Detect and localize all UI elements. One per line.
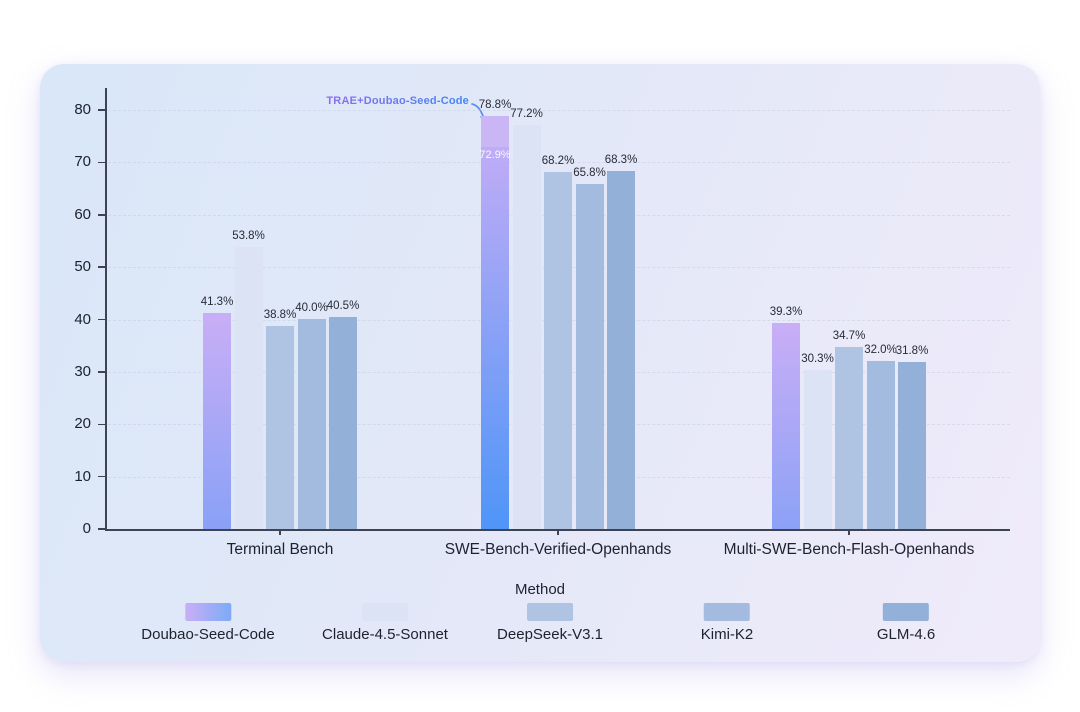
bar-GLM-4.6-SWE-Bench-Verified-Openhands bbox=[607, 171, 635, 529]
bar-Kimi-K2-SWE-Bench-Verified-Openhands bbox=[575, 184, 604, 529]
bar-value-label: 40.5% bbox=[326, 300, 360, 312]
y-tick-mark bbox=[98, 161, 105, 164]
y-tick-mark bbox=[98, 371, 105, 373]
bar-value-label: 38.8% bbox=[263, 309, 297, 321]
bar-value-label: 30.3% bbox=[801, 353, 834, 365]
gridline bbox=[108, 110, 1010, 111]
bar-DeepSeek-V3.1-SWE-Bench-Verified-Openhands bbox=[544, 172, 572, 529]
legend-item-GLM-4.6: GLM-4.6 bbox=[877, 603, 935, 643]
legend-item-Claude-4.5-Sonnet: Claude-4.5-Sonnet bbox=[322, 603, 448, 643]
bar-Claude-4.5-Sonnet-Terminal Bench bbox=[234, 247, 263, 529]
x-tick-mark bbox=[848, 529, 850, 535]
x-category-label: Terminal Bench bbox=[226, 541, 334, 558]
bar-Doubao-Seed-Code-Terminal Bench bbox=[203, 313, 231, 529]
y-tick-label: 70 bbox=[74, 153, 91, 171]
y-tick-mark bbox=[98, 528, 105, 530]
y-axis-line bbox=[105, 88, 107, 529]
bar-inner-value-label: 72.9% bbox=[479, 149, 511, 161]
y-tick-label: 20 bbox=[74, 415, 91, 433]
bar-GLM-4.6-Terminal Bench bbox=[329, 317, 357, 529]
legend-swatch bbox=[882, 603, 929, 621]
x-category-label: SWE-Bench-Verified-Openhands bbox=[444, 541, 672, 558]
bar-value-label: 32.0% bbox=[864, 344, 897, 356]
x-tick-mark bbox=[279, 529, 281, 535]
bar-value-label: 34.7% bbox=[832, 330, 866, 342]
bar-value-label: 77.2% bbox=[510, 108, 543, 120]
chart-card: TRAE+Doubao-Seed-Code 0 10 20 30 40 50 60 70 80 T… bbox=[40, 64, 1040, 662]
y-tick-label: 80 bbox=[74, 101, 91, 118]
bar-DeepSeek-V3.1-Multi-SWE-Bench-Flash-Openhands bbox=[835, 347, 863, 529]
bar-Kimi-K2-Multi-SWE-Bench-Flash-Openhands bbox=[866, 361, 895, 529]
bar-value-label: 68.3% bbox=[604, 154, 638, 166]
legend-swatch bbox=[703, 603, 750, 621]
bar-Kimi-K2-Terminal Bench bbox=[297, 319, 326, 529]
x-category-label: Multi-SWE-Bench-Flash-Openhands bbox=[723, 541, 975, 558]
y-tick-mark bbox=[98, 318, 105, 321]
legend-swatch bbox=[361, 603, 408, 621]
bar-Doubao-Seed-Code-Multi-SWE-Bench-Flash-Openhands bbox=[772, 323, 800, 529]
bar-GLM-4.6-Multi-SWE-Bench-Flash-Openhands bbox=[898, 362, 926, 529]
bar-Claude-4.5-Sonnet-SWE-Bench-Verified-Openhands bbox=[512, 125, 541, 529]
y-tick-mark bbox=[98, 423, 105, 425]
bar-value-label: 39.3% bbox=[769, 306, 803, 318]
bar-DeepSeek-V3.1-Terminal Bench bbox=[266, 326, 294, 529]
bar-value-label: 31.8% bbox=[895, 345, 929, 357]
annotation-trae: TRAE+Doubao-Seed-Code bbox=[326, 95, 469, 107]
legend-label: DeepSeek-V3.1 bbox=[497, 626, 603, 643]
x-tick-mark bbox=[557, 529, 559, 535]
y-tick-label: 0 bbox=[82, 520, 91, 537]
bar-value-label: 68.2% bbox=[541, 155, 575, 167]
gridline bbox=[108, 162, 1010, 164]
legend-item-DeepSeek-V3.1: DeepSeek-V3.1 bbox=[497, 603, 603, 643]
bar-value-label: 41.3% bbox=[200, 296, 234, 308]
x-axis-title: Method bbox=[514, 581, 566, 598]
y-tick-label: 30 bbox=[74, 362, 91, 380]
bar-value-label: 65.8% bbox=[573, 167, 606, 179]
legend-item-Doubao-Seed-Code: Doubao-Seed-Code bbox=[141, 603, 275, 643]
bar-Doubao-Seed-Code-SWE-Bench-Verified-Openhands bbox=[481, 147, 509, 529]
y-tick-mark bbox=[98, 109, 105, 111]
legend-label: GLM-4.6 bbox=[876, 626, 936, 643]
y-tick-label: 10 bbox=[74, 467, 91, 485]
bar-value-label: 40.0% bbox=[295, 302, 328, 314]
legend-swatch bbox=[185, 603, 231, 621]
bar-Claude-4.5-Sonnet-Multi-SWE-Bench-Flash-Openhands bbox=[803, 370, 832, 529]
legend-item-Kimi-K2: Kimi-K2 bbox=[700, 603, 754, 643]
bar-value-label: 53.8% bbox=[232, 230, 265, 242]
legend-swatch bbox=[527, 603, 573, 621]
y-tick-label: 50 bbox=[74, 258, 91, 276]
legend-label: Claude-4.5-Sonnet bbox=[322, 626, 448, 643]
bar-value-label: 78.8% bbox=[478, 99, 512, 111]
y-tick-mark bbox=[98, 475, 105, 478]
bar-cap-trae bbox=[481, 116, 509, 147]
legend-label: Doubao-Seed-Code bbox=[141, 626, 275, 643]
y-tick-mark bbox=[98, 266, 105, 268]
y-tick-label: 60 bbox=[74, 205, 91, 223]
y-tick-mark bbox=[98, 214, 105, 216]
bar-chart-plot: TRAE+Doubao-Seed-Code 0 10 20 30 40 50 60 70 80 T… bbox=[74, 88, 1010, 558]
legend-label: Kimi-K2 bbox=[700, 626, 754, 643]
y-tick-label: 40 bbox=[74, 310, 91, 328]
